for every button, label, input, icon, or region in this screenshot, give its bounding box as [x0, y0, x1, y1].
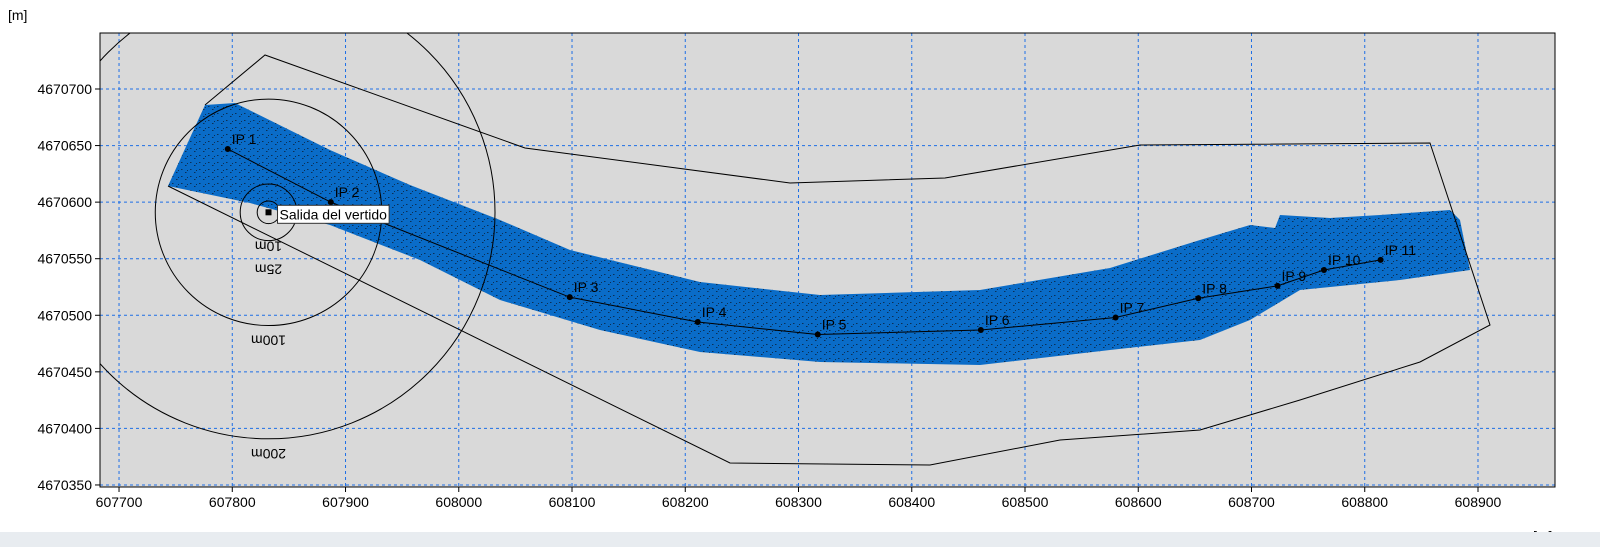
y-tick-label: 4670450: [37, 364, 92, 380]
outfall-label: Salida del vertido: [280, 206, 388, 222]
distance-ring: [100, 33, 496, 440]
y-tick-label: 4670500: [37, 307, 92, 323]
y-axis-label: [m]: [8, 7, 27, 23]
plot-frame: [99, 32, 1556, 488]
point: [327, 199, 334, 206]
y-tick-label: 4670650: [37, 138, 92, 154]
outfall-marker: [265, 209, 272, 216]
ring-label: 10m: [255, 239, 282, 255]
map-layer: 10m 25m 100m 200m: [100, 33, 1491, 466]
x-tick-label: 608300: [775, 494, 822, 510]
domain-boundary: [167, 54, 1491, 466]
point: [814, 331, 821, 338]
x-tick-label: 608900: [1455, 494, 1502, 510]
point: [1377, 256, 1384, 263]
point-label: IP 2: [335, 184, 360, 200]
x-tick-label: 607900: [322, 494, 369, 510]
x-tick-label: 608400: [888, 494, 935, 510]
marks: 607700 607800 607900 608000 608100 608200 6083…: [37, 81, 1501, 510]
point: [566, 294, 573, 301]
plume-texture: [168, 103, 1470, 365]
x-tick-label: 608100: [549, 494, 596, 510]
x-tick-label: 608800: [1341, 494, 1388, 510]
x-tick-label: 608700: [1228, 494, 1275, 510]
y-tick-label: 4670700: [37, 81, 92, 97]
ring-label: 200m: [251, 446, 286, 462]
x-tick-label: 608000: [435, 494, 482, 510]
point-label: IP 9: [1282, 268, 1307, 284]
x-tick-label: 608600: [1115, 494, 1162, 510]
point: [224, 145, 231, 152]
outfall-label-bg: [277, 204, 390, 224]
point-label: IP 7: [1120, 300, 1145, 316]
point-label: IP 1: [232, 131, 257, 147]
ring-label: 25m: [255, 262, 282, 278]
y-tick-label: 4670550: [37, 251, 92, 267]
point-label: IP 3: [574, 279, 599, 295]
y-tick-label: 4670600: [37, 194, 92, 210]
point-label: IP 11: [1385, 242, 1417, 258]
point: [1320, 267, 1327, 274]
point: [977, 326, 984, 333]
point-label: IP 4: [702, 304, 727, 320]
point-label: IP 10: [1328, 252, 1361, 268]
point-label: IP 6: [985, 312, 1010, 328]
y-tick-label: 4670350: [37, 477, 92, 493]
x-tick-label: 607800: [209, 494, 256, 510]
point-label: IP 8: [1202, 280, 1227, 296]
ring-label: 100m: [251, 333, 286, 349]
rings: 10m 25m 100m 200m: [100, 33, 496, 462]
point-label: IP 5: [822, 316, 847, 332]
status-bar: [0, 532, 1600, 547]
point: [1274, 282, 1281, 289]
point: [1112, 314, 1119, 321]
x-tick-label: 607700: [96, 494, 143, 510]
point: [1195, 295, 1202, 302]
x-tick-label: 608500: [1002, 494, 1049, 510]
y-tick-label: 4670400: [37, 420, 92, 436]
point: [694, 319, 701, 326]
x-tick-label: 608200: [662, 494, 709, 510]
